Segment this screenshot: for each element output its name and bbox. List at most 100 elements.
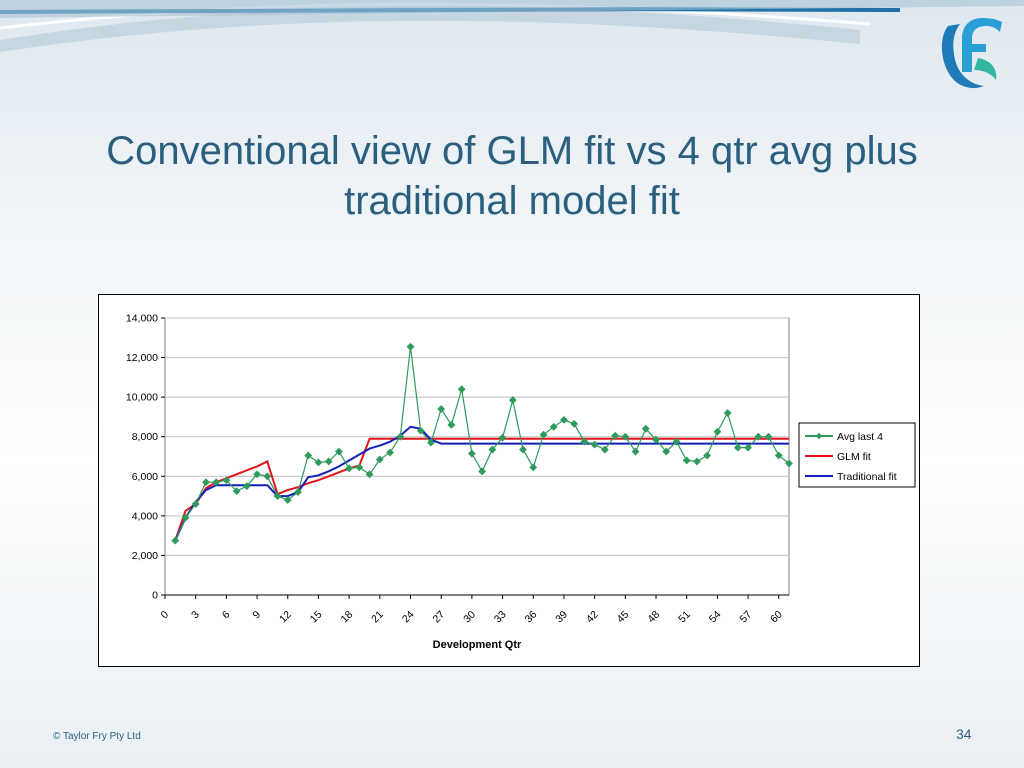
data-point	[202, 478, 210, 487]
page-number: 34	[956, 726, 972, 742]
data-point	[242, 482, 251, 491]
x-tick-label: 33	[492, 609, 509, 626]
data-point	[232, 487, 241, 496]
data-point	[590, 440, 599, 449]
data-point	[478, 467, 487, 476]
y-tick-label: 14,000	[126, 313, 158, 325]
data-point	[785, 459, 793, 468]
data-point	[314, 458, 323, 467]
x-tick-label: 9	[251, 609, 264, 622]
data-point	[294, 488, 302, 497]
y-tick-label: 0	[152, 590, 158, 602]
legend-label: Avg last 4	[837, 431, 883, 443]
data-point	[191, 500, 200, 508]
data-point	[334, 447, 343, 456]
data-point	[181, 513, 190, 522]
legend-label: Traditional fit	[837, 471, 897, 483]
x-tick-label: 39	[553, 609, 570, 626]
data-point	[467, 449, 476, 458]
data-point	[457, 385, 466, 394]
slide-title-line-1: Conventional view of GLM fit vs 4 qtr av…	[106, 129, 918, 173]
data-point	[212, 478, 221, 487]
plot-area	[164, 317, 790, 596]
y-tick-label: 12,000	[126, 352, 158, 364]
data-point	[744, 443, 752, 452]
data-point	[437, 405, 446, 413]
x-tick-label: 12	[277, 609, 294, 626]
data-point	[447, 420, 456, 429]
x-tick-label: 0	[159, 609, 172, 622]
data-point	[693, 457, 701, 466]
x-tick-label: 60	[768, 609, 785, 626]
data-point	[764, 432, 773, 441]
data-point	[662, 447, 671, 456]
legend-label: GLM fit	[837, 451, 871, 463]
data-point	[519, 445, 527, 454]
data-point	[222, 476, 231, 485]
data-point	[723, 409, 732, 417]
footer-copyright: © Taylor Fry Pty Ltd	[53, 731, 141, 742]
data-point	[733, 443, 742, 452]
series-line-traditional-fit	[174, 425, 789, 542]
data-point	[570, 419, 579, 428]
data-point	[396, 432, 405, 441]
data-point	[774, 451, 783, 460]
line-chart: 0 2,000 4,000 6,000 8,000 10,000 12,000 14,000 0…	[126, 313, 916, 651]
y-tick-label: 10,000	[126, 392, 158, 404]
header-swoosh-decoration	[0, 0, 1024, 52]
x-tick-label: 48	[645, 609, 662, 626]
data-point	[253, 470, 261, 479]
data-point	[560, 415, 568, 424]
y-tick-label: 2,000	[132, 550, 158, 562]
data-point	[416, 426, 425, 435]
data-point	[273, 492, 282, 500]
x-tick-label: 27	[431, 609, 448, 626]
data-point	[498, 433, 507, 442]
x-tick-label: 54	[707, 609, 724, 626]
data-point	[713, 427, 722, 436]
data-point	[539, 430, 548, 439]
data-point	[375, 455, 384, 464]
x-tick-label: 15	[308, 609, 325, 626]
data-point	[652, 435, 660, 444]
chart-container: 0 2,000 4,000 6,000 8,000 10,000 12,000 14,000 0…	[98, 294, 920, 667]
x-tick-label: 42	[584, 609, 601, 626]
data-point	[600, 445, 609, 454]
x-tick-label: 18	[339, 609, 356, 626]
x-tick-label: 21	[369, 609, 386, 626]
legend-marker	[815, 432, 823, 440]
x-tick-label: 30	[461, 609, 478, 626]
x-axis-title: Development Qtr	[433, 639, 522, 651]
data-point	[682, 456, 691, 465]
taylor-fry-logo-icon	[941, 18, 1002, 89]
y-tick-label: 8,000	[132, 431, 158, 443]
x-tick-label: 57	[737, 609, 754, 626]
data-point	[283, 496, 292, 504]
x-tick-label: 3	[189, 609, 202, 622]
x-tick-label: 45	[615, 609, 632, 626]
data-point	[365, 470, 374, 479]
data-point	[345, 464, 354, 473]
x-tick-label: 51	[676, 609, 693, 626]
data-point	[529, 463, 538, 472]
data-point	[549, 422, 558, 431]
data-point	[641, 424, 650, 433]
data-point	[488, 445, 497, 454]
data-point	[386, 448, 394, 457]
data-point	[355, 463, 364, 472]
data-point	[508, 396, 517, 405]
data-point	[672, 437, 681, 446]
data-point	[406, 342, 415, 351]
x-tick-label: 24	[400, 609, 417, 626]
x-tick-label: 6	[220, 609, 233, 622]
data-point	[754, 432, 763, 441]
data-point	[263, 472, 272, 481]
data-point	[703, 451, 712, 460]
y-tick-label: 6,000	[132, 471, 158, 483]
data-point	[631, 447, 640, 456]
data-point	[611, 431, 620, 440]
data-point	[171, 536, 180, 545]
data-point	[324, 457, 333, 466]
slide-title-line-2: traditional model fit	[344, 179, 680, 223]
series-line-glm-fit	[174, 437, 789, 541]
